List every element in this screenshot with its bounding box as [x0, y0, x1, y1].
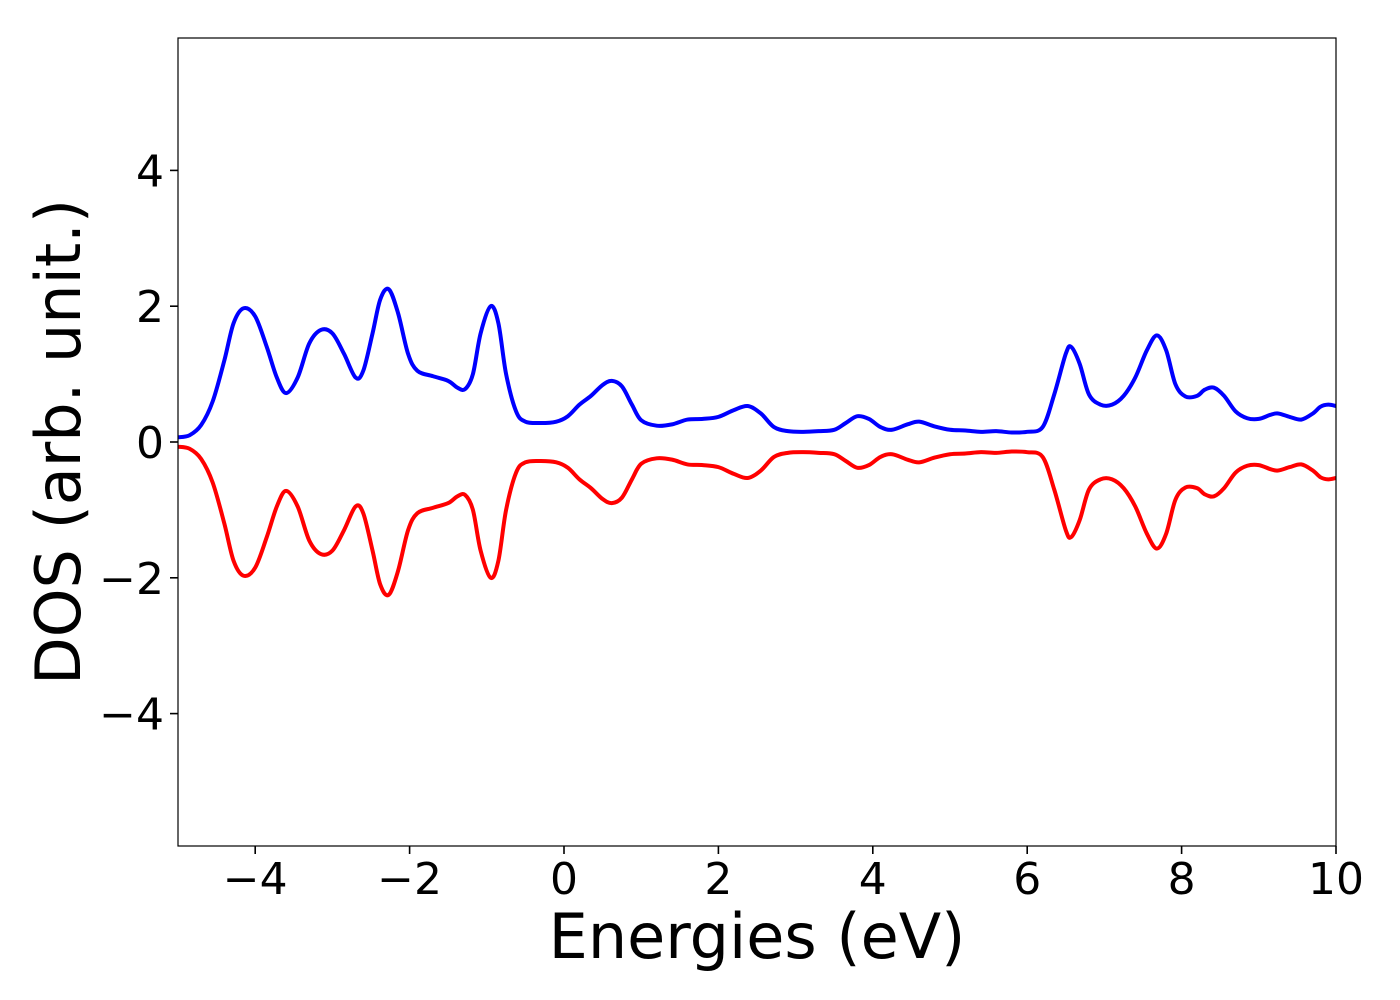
y-axis-label: DOS (arb. unit.)	[22, 199, 95, 685]
x-tick-label: 6	[1013, 854, 1041, 905]
x-axis-ticks: −4 −2 0 2 4 6 8 10	[223, 846, 1364, 905]
x-tick-label: −2	[377, 854, 442, 905]
y-tick-label: 4	[136, 146, 164, 197]
y-axis-ticks: −4 −2 0 2 4	[99, 146, 178, 741]
y-tick-label: 0	[136, 418, 164, 469]
y-tick-label: −2	[99, 554, 164, 605]
x-tick-label: 0	[550, 854, 578, 905]
x-tick-label: 4	[859, 854, 887, 905]
y-tick-label: 2	[136, 282, 164, 333]
x-tick-label: 2	[704, 854, 732, 905]
x-axis-label: Energies (eV)	[549, 900, 966, 973]
x-tick-label: 8	[1168, 854, 1196, 905]
x-tick-label: 10	[1308, 854, 1364, 905]
plot-frame	[177, 37, 1337, 847]
x-tick-label: −4	[223, 854, 288, 905]
series-line-2	[178, 444, 1336, 598]
series-line-1	[178, 286, 1336, 440]
y-tick-label: −4	[99, 690, 164, 741]
series-layer	[178, 286, 1336, 598]
